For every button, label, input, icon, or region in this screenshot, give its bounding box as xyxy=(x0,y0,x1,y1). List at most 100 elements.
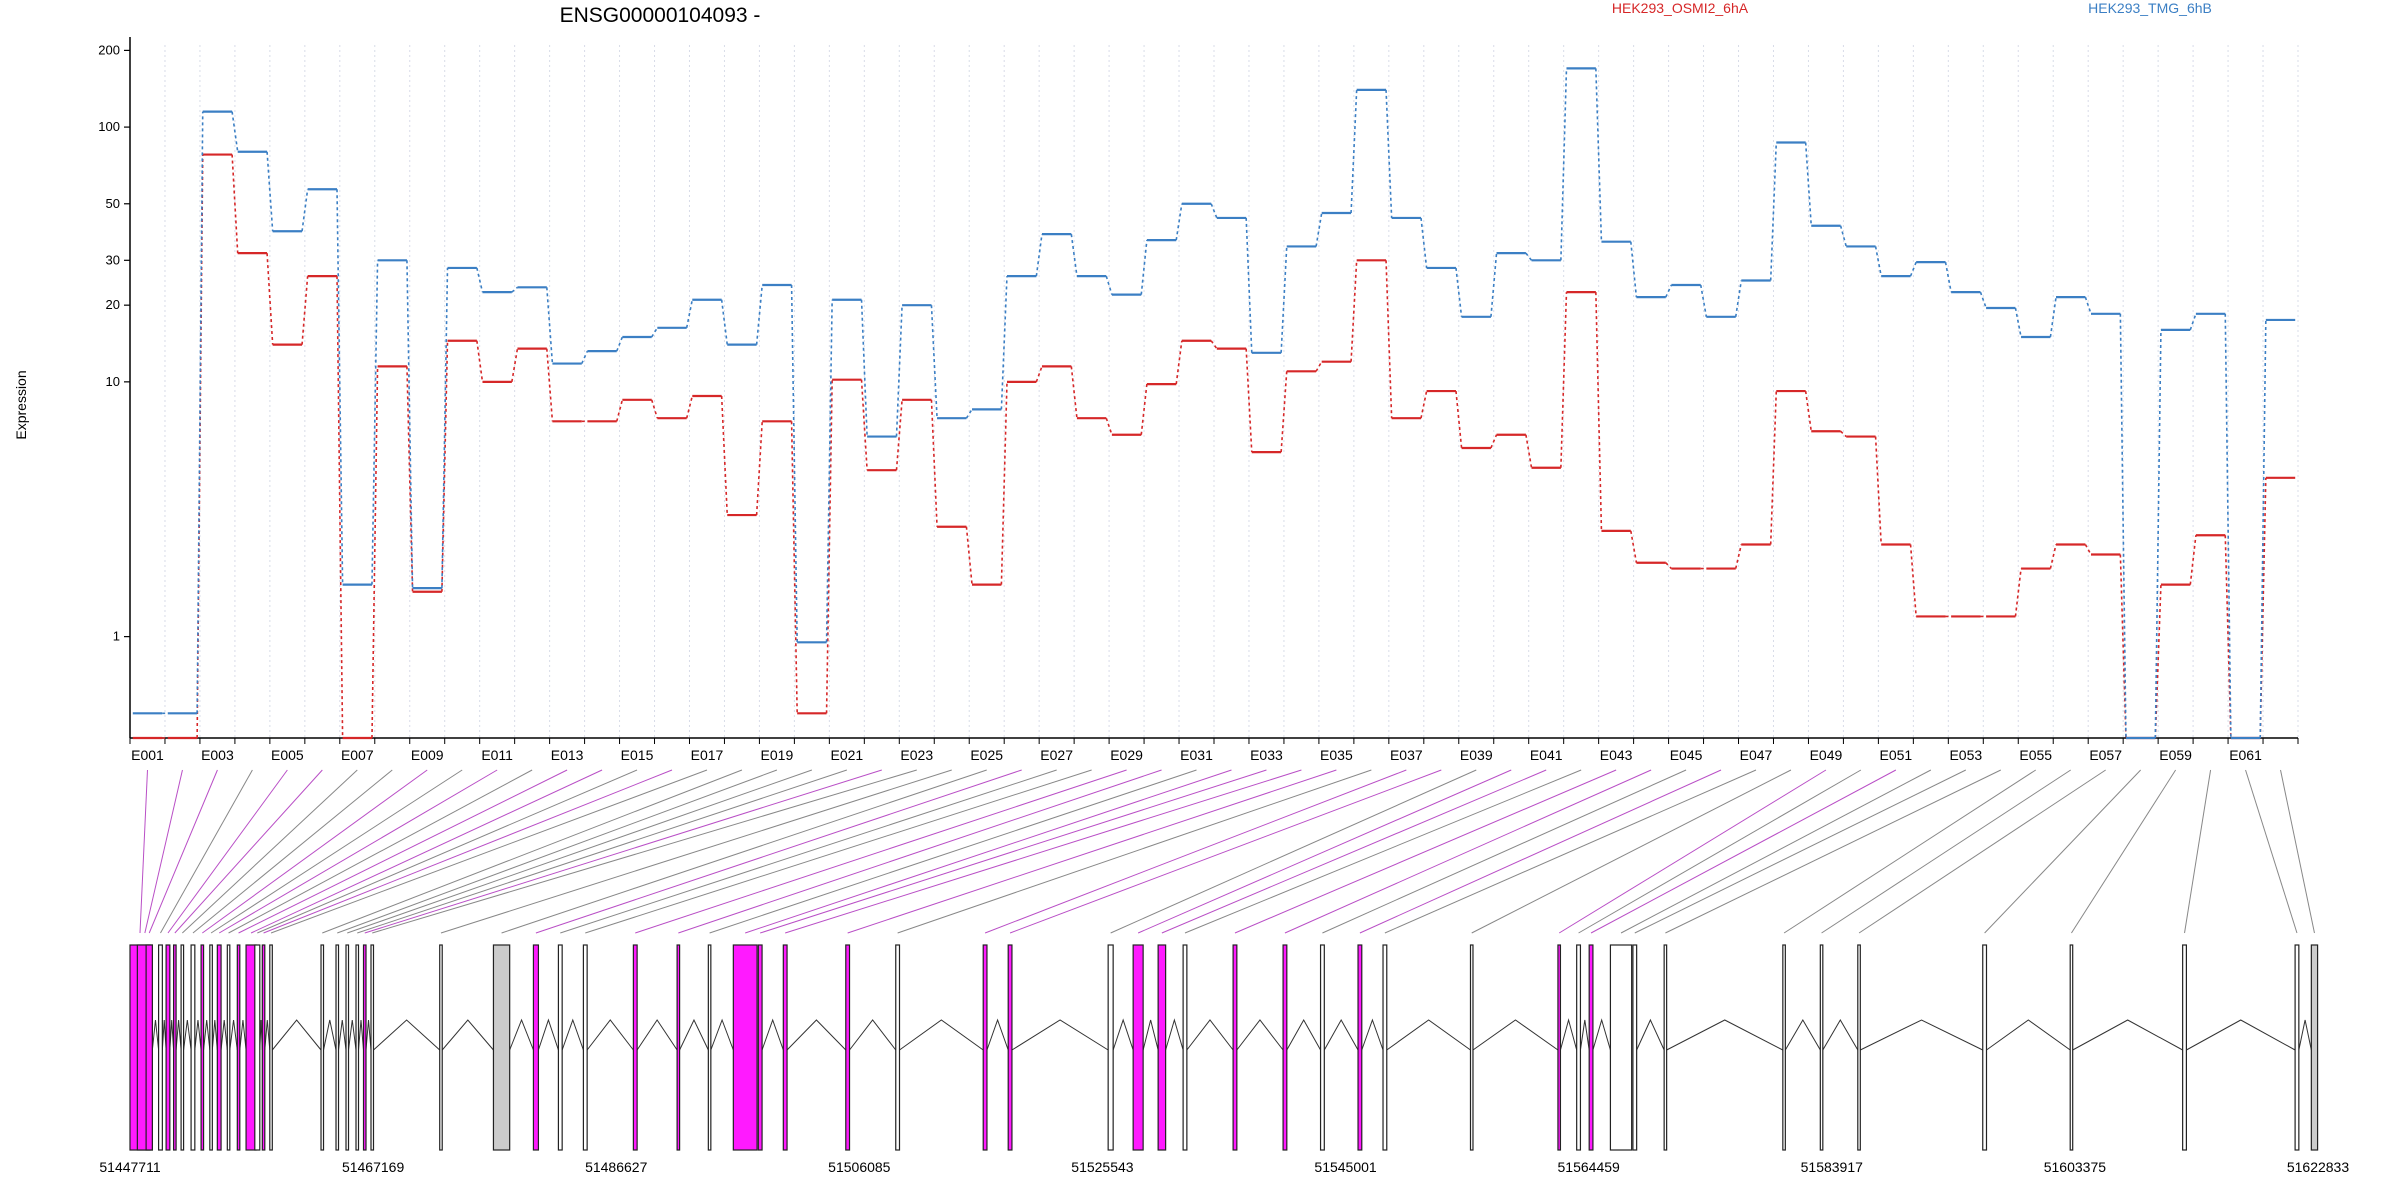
exon-block xyxy=(2310,944,2319,1151)
exon-connector-line xyxy=(2084,544,2092,555)
exon-connector-line xyxy=(2049,544,2057,569)
exon-connector-line xyxy=(1560,68,1568,261)
intron-line xyxy=(1165,1018,1184,1051)
exon-connector xyxy=(847,769,1337,934)
exon-connector xyxy=(760,769,1267,934)
exon-connector-line xyxy=(476,267,484,293)
series-tmg xyxy=(132,67,2296,740)
exon-connector xyxy=(1634,769,1967,934)
intron-line xyxy=(151,1019,160,1051)
exon-block xyxy=(165,944,171,1151)
intron-line xyxy=(229,1019,238,1051)
coordinate-label: 51545001 xyxy=(1314,1159,1377,1175)
exon-connector-line xyxy=(1035,234,1043,277)
x-tick-label: E021 xyxy=(830,747,863,763)
exon-connector xyxy=(257,769,638,934)
exon-connector-line xyxy=(755,284,764,345)
x-tick-label: E011 xyxy=(481,747,513,763)
intron-line xyxy=(561,1018,584,1051)
exon-block xyxy=(845,944,851,1151)
exon-block xyxy=(1132,944,1144,1151)
x-tick-label: E013 xyxy=(551,747,584,763)
exon-connector-line xyxy=(546,348,554,422)
exon-connector xyxy=(250,769,603,934)
x-tick-label: E027 xyxy=(1040,747,1073,763)
exon-connector xyxy=(2280,769,2315,934)
exon-connector xyxy=(2184,769,2212,934)
exon-connector-line xyxy=(1350,89,1358,214)
exon-block xyxy=(2182,944,2187,1151)
exon-connector-line xyxy=(1979,291,1987,309)
exon-connector xyxy=(357,769,847,934)
exon-connector-line xyxy=(2049,297,2057,338)
x-tick-label: E035 xyxy=(1320,747,1353,763)
intron-line xyxy=(161,1019,167,1051)
exon-connector-line xyxy=(685,395,694,419)
exon-connector-line xyxy=(1909,261,1917,277)
exon-block xyxy=(782,944,788,1151)
intron-line xyxy=(1559,1018,1578,1051)
intron-line xyxy=(2072,1019,2183,1051)
exon-connector xyxy=(1359,769,1722,934)
x-tick-label: E059 xyxy=(2159,747,2192,763)
exon-connector-line xyxy=(371,260,379,585)
exon-connector xyxy=(897,769,1372,934)
exon-connector-line xyxy=(2189,535,2197,585)
exon-block xyxy=(190,944,196,1151)
exon-connector-line xyxy=(1874,246,1882,277)
x-tick-label: E023 xyxy=(900,747,933,763)
exon-connector-line xyxy=(2154,329,2162,739)
exon-connector-line xyxy=(1699,284,1708,317)
exon-connector-line xyxy=(2014,307,2022,338)
exon-block xyxy=(1982,944,1988,1151)
exon-connector xyxy=(635,769,1127,934)
exon-block xyxy=(1609,944,1633,1151)
genomic-coordinate-axis: 51447711 51467169 51486627 51506085 51525543… xyxy=(99,1159,2349,1175)
x-tick-label: E039 xyxy=(1460,747,1493,763)
exon-connector-line xyxy=(511,286,518,293)
x-tick-label: E033 xyxy=(1250,747,1283,763)
y-axis: 1 10 20 30 50 100 200 xyxy=(98,37,131,738)
exon-connector-line xyxy=(1804,142,1813,226)
exon-connector-line xyxy=(371,366,379,739)
coordinate-label: 51467169 xyxy=(342,1159,405,1175)
exon-connector-line xyxy=(1070,366,1078,419)
intron-line xyxy=(636,1019,678,1051)
exon-connector-line xyxy=(1245,217,1253,353)
intron-line xyxy=(264,1019,271,1051)
gene-model xyxy=(129,944,2319,1151)
exon-connector xyxy=(501,769,987,934)
exon-block xyxy=(632,944,638,1151)
intron-line xyxy=(211,1019,218,1051)
exon-block xyxy=(676,944,681,1151)
y-tick-label: 30 xyxy=(106,252,120,267)
intron-line xyxy=(786,1019,847,1051)
x-tick-label: E025 xyxy=(970,747,1003,763)
intron-line xyxy=(1472,1019,1559,1051)
exon-connector-line xyxy=(1560,292,1568,468)
exon-block xyxy=(261,944,266,1151)
exon-block xyxy=(355,944,360,1151)
exon-block xyxy=(180,944,185,1151)
exon-connectors xyxy=(139,769,2315,934)
exon-block xyxy=(1588,944,1594,1151)
exon-block xyxy=(1819,944,1824,1151)
exon-connector-line xyxy=(1909,544,1917,617)
intron-line xyxy=(2298,1019,2312,1051)
exon-block xyxy=(1632,944,1638,1151)
y-tick-label: 100 xyxy=(98,119,120,134)
x-tick-label: E047 xyxy=(1740,747,1773,763)
y-tick-label: 1 xyxy=(113,629,120,644)
x-tick-label: E009 xyxy=(411,747,444,763)
exon-block xyxy=(362,944,367,1151)
exon-connector-line xyxy=(1070,234,1078,277)
intron-line xyxy=(1386,1019,1471,1051)
exon-connector-line xyxy=(2224,313,2232,739)
exon-block xyxy=(439,944,443,1151)
exon-connector-line xyxy=(581,350,589,364)
x-axis: E001 E003 E005 E007 E009 E011 E013 E015 E017 E019… xyxy=(129,737,2299,763)
exon-connector-line xyxy=(1595,292,1603,531)
x-tick-label: E045 xyxy=(1670,747,1703,763)
exon-connector-line xyxy=(546,287,554,364)
exon-connector-line xyxy=(1944,262,1952,293)
